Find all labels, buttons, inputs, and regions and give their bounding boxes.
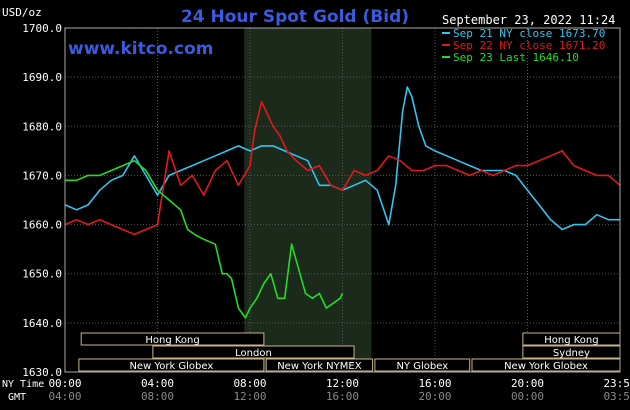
x-tick-label-gmt: 20:00 xyxy=(418,390,451,403)
y-tick-label: 1640.0 xyxy=(22,317,62,330)
session-label: Sydney xyxy=(553,348,590,359)
x-tick-label-ny: 23:59 xyxy=(603,377,630,390)
plot-border xyxy=(64,27,621,373)
chart-date: September 23, 2022 11:24 xyxy=(442,13,615,27)
y-tick-label: 1630.0 xyxy=(22,366,62,379)
session-label: New York Globex xyxy=(129,361,213,372)
x-axis-label-gmt: GMT xyxy=(8,392,26,403)
session-label: New York NYMEX xyxy=(277,361,362,372)
y-tick-label: 1650.0 xyxy=(22,268,62,281)
session-label: Hong Kong xyxy=(145,335,199,346)
series-line-sep22 xyxy=(64,100,621,236)
x-tick-label-gmt: 00:00 xyxy=(511,390,544,403)
y-tick-label: 1680.0 xyxy=(22,120,62,133)
session-bar xyxy=(78,358,265,372)
series-line-sep23 xyxy=(65,159,344,319)
legend-entry-sep22: Sep 22 NY close 1671.20 xyxy=(453,39,605,52)
x-tick-label-gmt: 12:00 xyxy=(233,390,266,403)
y-tick-label: 1660.0 xyxy=(22,219,62,232)
trading-sessions: Hong Kong Hong Kong Sydney London New York G… xyxy=(78,332,621,372)
x-tick-label-ny: 04:00 xyxy=(141,377,174,390)
x-tick-label-gmt: 04:00 xyxy=(48,390,81,403)
session-label: London xyxy=(235,348,272,359)
y-axis-label: USD/oz xyxy=(2,6,42,19)
session-bar xyxy=(80,332,265,346)
x-tick-label-gmt: 03:59 xyxy=(603,390,630,403)
session-bar xyxy=(265,358,374,372)
session-bar xyxy=(152,345,355,359)
y-tick-label: 1670.0 xyxy=(22,169,62,182)
legend-entry-sep23: Sep 23 Last 1646.10 xyxy=(453,51,579,64)
x-tick-label-ny: 08:00 xyxy=(233,377,266,390)
trading-session-highlight xyxy=(244,28,372,372)
y-tick-label: 1690.0 xyxy=(22,71,62,84)
session-label: NY Globex xyxy=(396,361,448,372)
x-tick-label-gmt: 16:00 xyxy=(326,390,359,403)
y-tick-label: 1700.0 xyxy=(22,22,62,35)
kitco-watermark: www.kitco.com xyxy=(68,39,213,59)
session-label: Hong Kong xyxy=(544,335,598,346)
x-tick-label-gmt: 08:00 xyxy=(141,390,174,403)
x-tick-label-ny: 20:00 xyxy=(511,377,544,390)
x-tick-label-ny: 12:00 xyxy=(326,377,359,390)
session-label: New York Globex xyxy=(504,361,588,372)
x-tick-label-ny: 00:00 xyxy=(48,377,81,390)
x-axis-tick-labels: 00:0004:0004:0008:0008:0012:0012:0016:00… xyxy=(48,377,630,403)
x-tick-label-ny: 16:00 xyxy=(418,377,451,390)
x-axis-label-ny: NY Time xyxy=(2,379,44,390)
session-bar xyxy=(374,358,471,372)
legend-entry-sep21: Sep 21 NY close 1673.70 xyxy=(453,27,605,40)
price-series xyxy=(64,86,621,319)
chart-title: 24 Hour Spot Gold (Bid) xyxy=(181,7,409,27)
y-axis-tick-labels: 1700.0 1690.0 1680.0 1670.0 1660.0 1650.0 1640… xyxy=(22,22,62,379)
